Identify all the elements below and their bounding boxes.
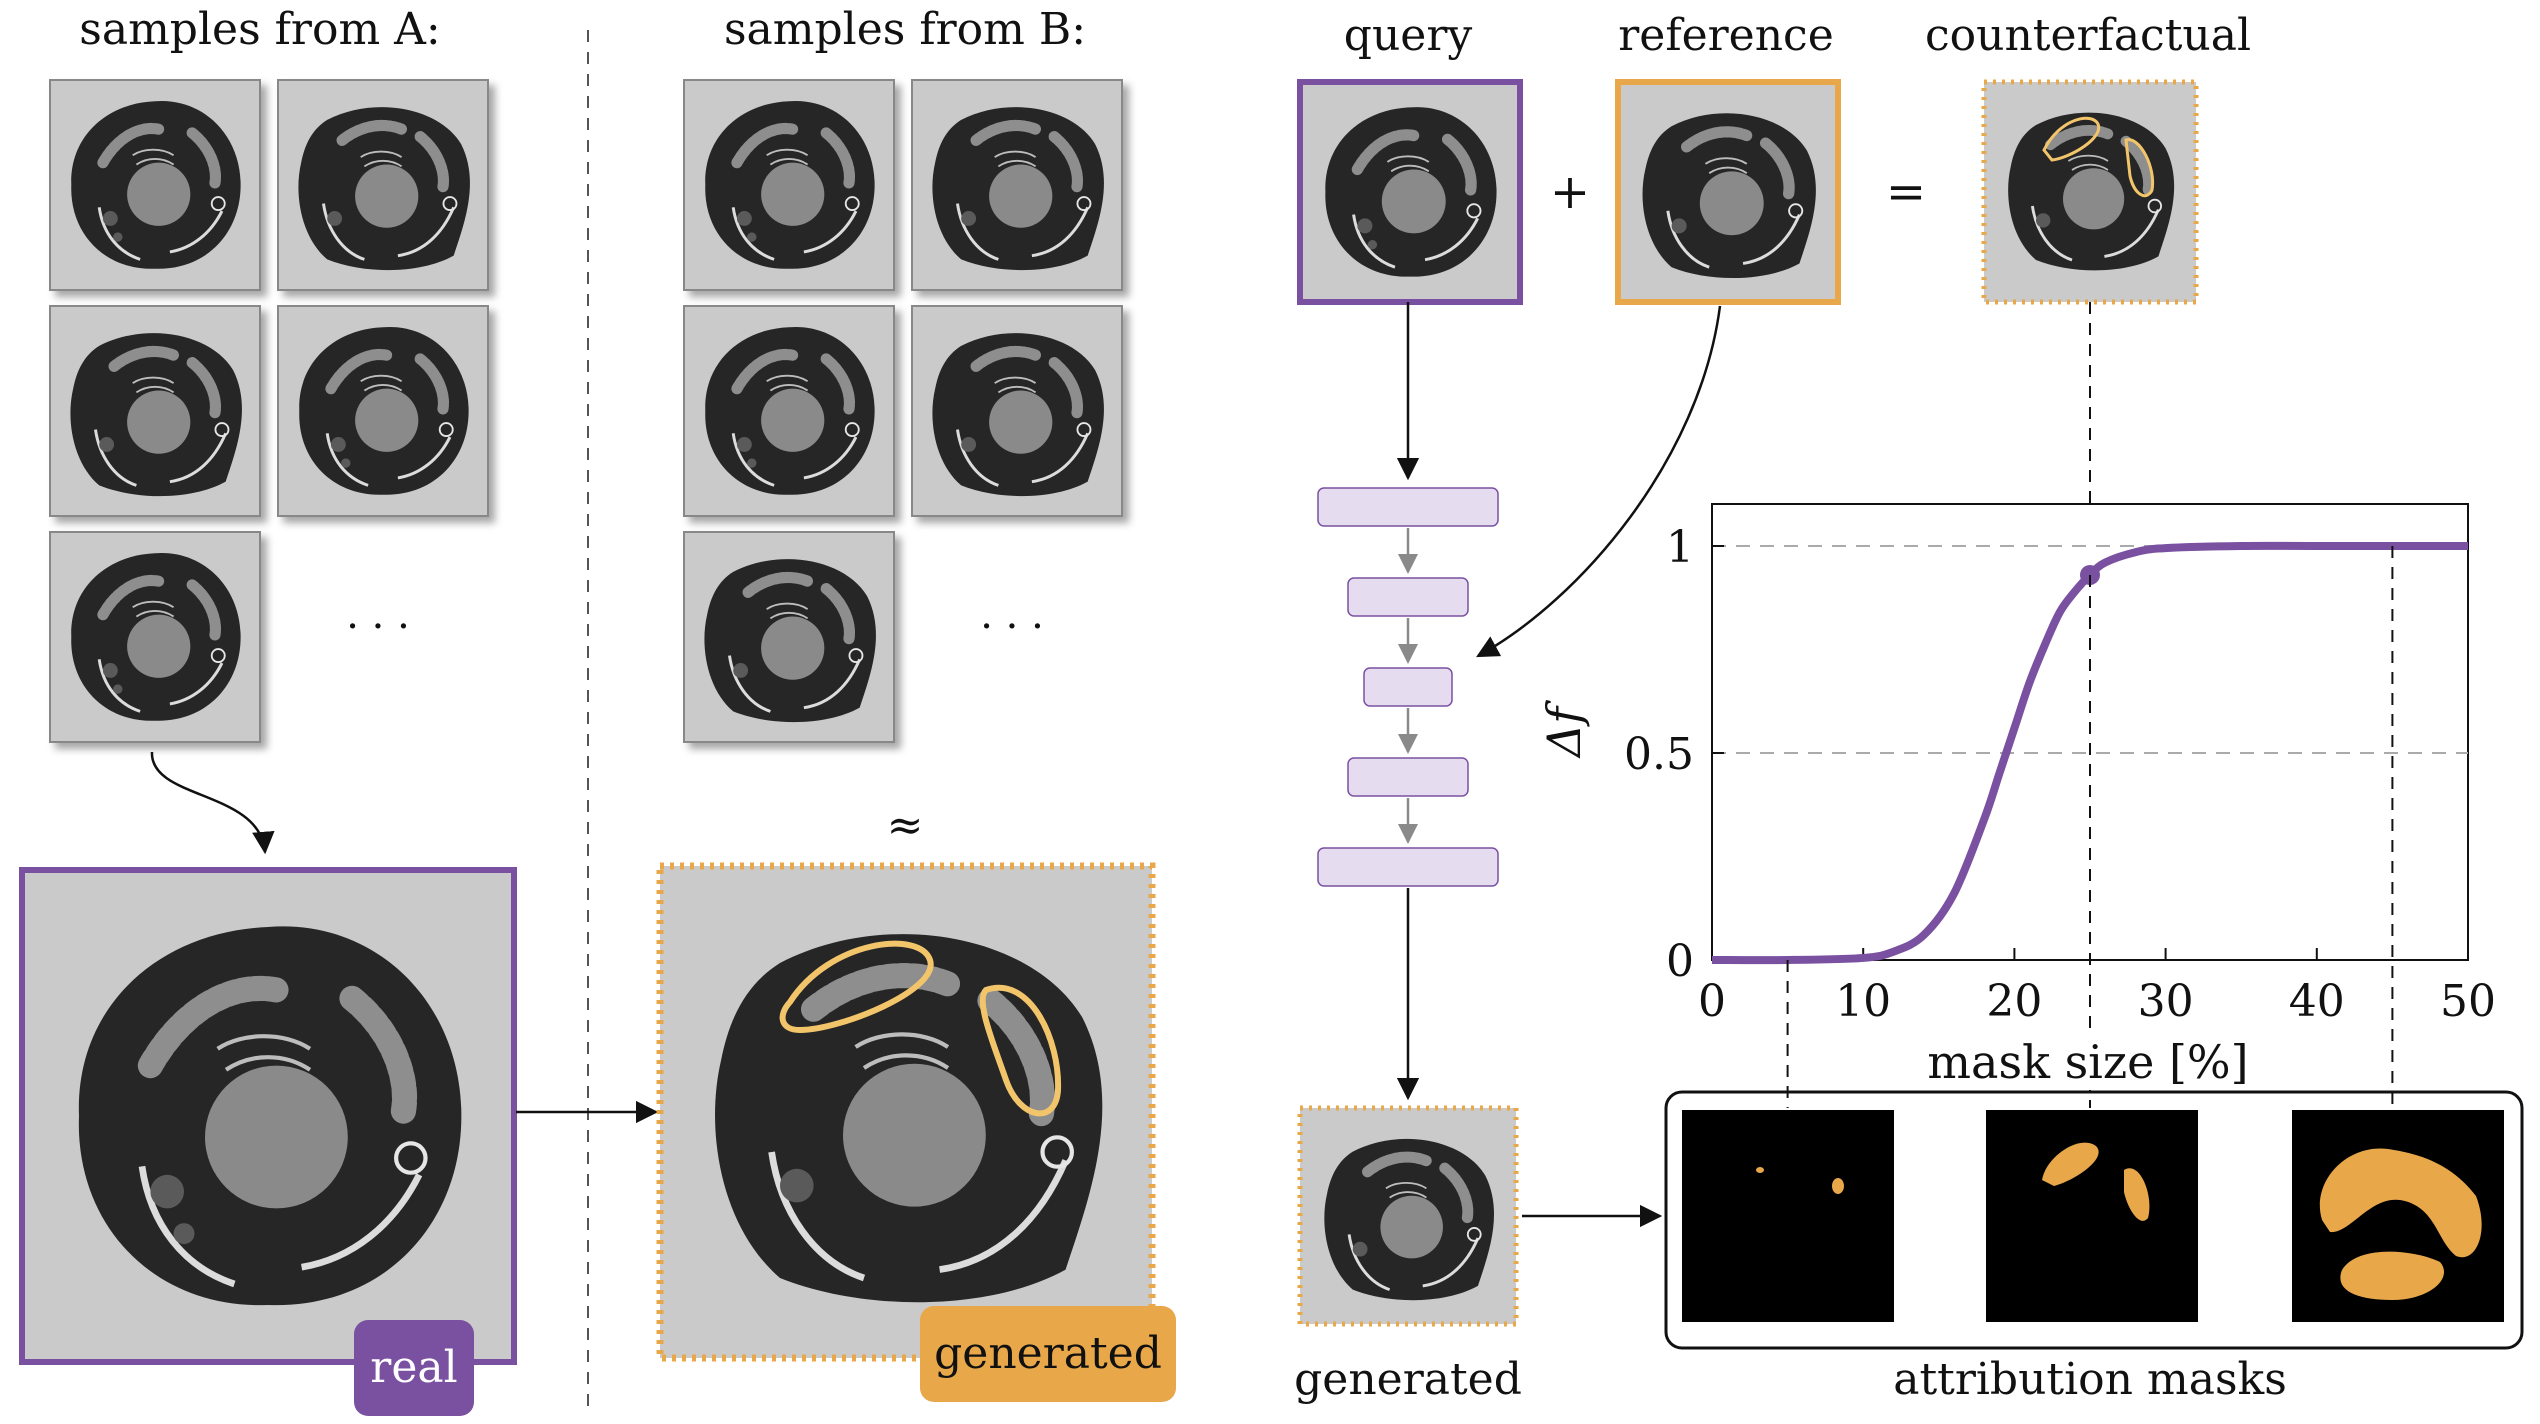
- mask-large: [2292, 1110, 2504, 1322]
- generated-image-small: [1297, 1105, 1519, 1327]
- x-tick-label-2: 20: [1986, 976, 2042, 1027]
- chart-y-ticks: 00.51: [1624, 522, 1724, 987]
- chart-x-ticks: 0 10 20 30 40 50: [1698, 948, 2496, 1027]
- title-samples-a: samples from A:: [79, 4, 441, 55]
- thumbnail-b-5: [683, 531, 895, 743]
- plus-sign: +: [1550, 164, 1590, 220]
- thumbnail-a-1: [49, 79, 261, 291]
- x-axis-label: mask size [%]: [1927, 1035, 2248, 1089]
- y-tick-label-1: 0.5: [1624, 729, 1694, 780]
- reference-image: [1615, 79, 1841, 305]
- badge-generated: [920, 1306, 1176, 1402]
- badge-real-label: real: [370, 1342, 457, 1393]
- query-image: [1297, 79, 1523, 305]
- mask-small: [1682, 1110, 1894, 1322]
- label-generated: generated: [1294, 1354, 1522, 1405]
- approx-symbol: ≈: [887, 800, 924, 851]
- arrow-reference-to-net: [1476, 305, 1722, 658]
- thumbnail-b-3: [683, 305, 895, 517]
- mask-medium: [1986, 1110, 2198, 1322]
- net-layer-5: [1317, 847, 1499, 887]
- y-tick-label-2: 1: [1666, 522, 1694, 573]
- masks-container: [1664, 1090, 2524, 1350]
- x-tick-label-5: 50: [2440, 976, 2496, 1027]
- label-counterfactual: counterfactual: [1925, 10, 2251, 61]
- thumbnail-a-5: [49, 531, 261, 743]
- thumbnail-b-4: [911, 305, 1123, 517]
- ellipsis-b: · · ·: [980, 604, 1044, 650]
- highlight-region-1: [779, 940, 934, 1034]
- net-layer-4: [1347, 757, 1469, 797]
- label-reference: reference: [1618, 10, 1834, 61]
- thumbnail-a-4: [277, 305, 489, 517]
- x-tick-label-3: 30: [2138, 976, 2194, 1027]
- net-layer-2: [1347, 577, 1469, 617]
- thumbnail-b-1: [683, 79, 895, 291]
- arrow-sample-to-real: [150, 751, 275, 855]
- x-label-bg: [1906, 1030, 2268, 1090]
- label-query: query: [1344, 10, 1473, 61]
- highlight-region-2: [979, 984, 1062, 1117]
- thumbnail-a-3: [49, 305, 261, 517]
- ellipsis-a: · · ·: [346, 604, 410, 650]
- title-samples-b: samples from B:: [724, 4, 1086, 55]
- equals-sign: =: [1886, 164, 1926, 220]
- counterfactual-image: [1981, 79, 2199, 305]
- generated-image-large: [656, 862, 1156, 1362]
- y-axis-label: Δf: [1537, 700, 1591, 759]
- badge-real: [354, 1320, 474, 1416]
- label-attribution-masks: attribution masks: [1893, 1354, 2287, 1405]
- x-tick-label-4: 40: [2289, 976, 2345, 1027]
- chart-dashed-verticals: [1786, 546, 2394, 1108]
- series-line: [1711, 541, 2468, 965]
- thumbnail-a-2: [277, 79, 489, 291]
- real-image: [19, 867, 517, 1365]
- badge-generated-label: generated: [934, 1328, 1162, 1379]
- x-tick-label-0: 0: [1698, 976, 1726, 1027]
- y-tick-label-0: 0: [1666, 936, 1694, 987]
- delta-f-chart: 00.51 0 10 20 30 40 50 Δf mask size [%]: [1537, 503, 2496, 1108]
- net-layer-1: [1317, 487, 1499, 527]
- net-layer-3: [1363, 667, 1453, 707]
- x-tick-label-1: 10: [1835, 976, 1891, 1027]
- thumbnail-b-2: [911, 79, 1123, 291]
